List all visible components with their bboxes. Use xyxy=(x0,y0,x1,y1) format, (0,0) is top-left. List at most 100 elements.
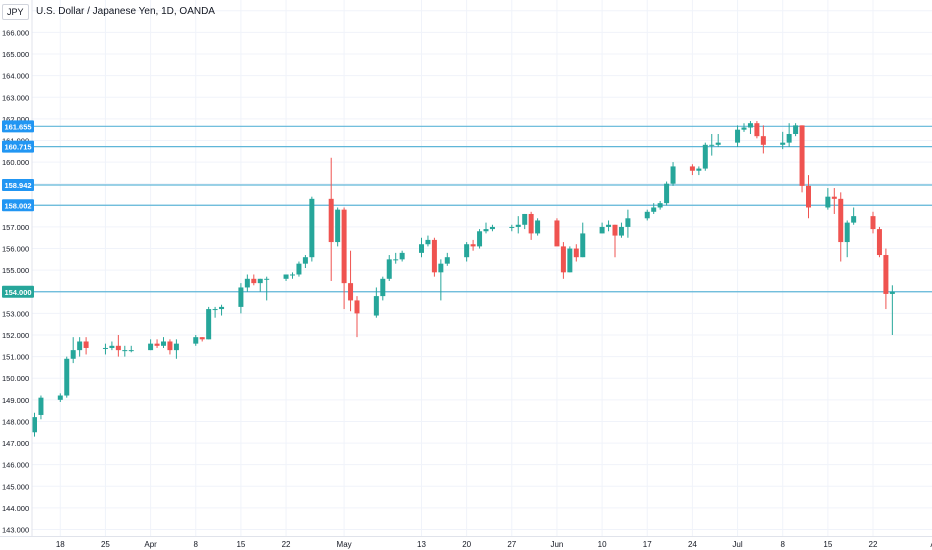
candle-body xyxy=(264,278,270,280)
candle xyxy=(528,211,534,240)
candle xyxy=(702,142,708,171)
candle xyxy=(102,343,108,355)
candle-body xyxy=(206,309,212,340)
y-tick-label: 147.000 xyxy=(2,439,29,448)
y-tick-label: 149.000 xyxy=(2,396,29,405)
candle xyxy=(32,412,37,437)
candle xyxy=(612,224,618,258)
candle-body xyxy=(296,263,302,275)
candle xyxy=(889,285,895,335)
candle xyxy=(464,242,470,262)
candle-body xyxy=(838,198,844,243)
level-price-badge xyxy=(2,140,34,153)
candle xyxy=(831,188,837,214)
candle-body xyxy=(328,198,334,243)
price-badges: 161.655 160.715 158.942 158.002 154.000 xyxy=(2,120,34,298)
candle-body xyxy=(335,209,341,243)
candle xyxy=(238,283,244,314)
candle-body xyxy=(38,397,44,415)
candle xyxy=(244,274,250,292)
candle-body xyxy=(780,142,786,145)
candle-body xyxy=(806,185,811,208)
level-price-label: 158.942 xyxy=(4,181,31,190)
y-tick-label: 160.000 xyxy=(2,158,29,167)
candle xyxy=(83,337,89,355)
candle xyxy=(257,278,263,292)
candle xyxy=(470,239,476,251)
candle-body xyxy=(844,222,850,243)
candle-body xyxy=(599,226,605,234)
candle-body xyxy=(883,255,889,294)
candle-body xyxy=(477,231,483,247)
candle xyxy=(251,274,257,286)
candle-body xyxy=(64,358,70,396)
candle-body xyxy=(876,229,882,256)
level-price-label: 161.655 xyxy=(4,122,31,131)
candle xyxy=(290,272,295,279)
x-tick-label: 25 xyxy=(101,540,110,549)
chart-header: JPY U.S. Dollar / Japanese Yen, 1D, OAND… xyxy=(0,0,932,22)
candle xyxy=(664,181,670,206)
candle xyxy=(786,123,792,147)
candle xyxy=(825,188,831,210)
candle xyxy=(64,356,70,398)
candle xyxy=(283,274,289,281)
candle-body xyxy=(283,274,289,279)
candle-body xyxy=(515,224,521,227)
candle-body xyxy=(464,244,470,258)
candle xyxy=(606,220,612,232)
candle-body xyxy=(825,196,831,208)
candle xyxy=(554,218,560,247)
candle-body xyxy=(341,209,347,284)
candle-body xyxy=(567,248,573,273)
candle xyxy=(870,211,876,234)
time-axis[interactable]: 18 25 Apr 8 15 22 May 13 20 27 Jun 10 17 24 Jul 8 15 22 Au… xyxy=(0,536,932,550)
candle xyxy=(483,222,489,234)
candle-body xyxy=(535,220,541,234)
candle-body xyxy=(354,300,360,314)
x-tick-label: 17 xyxy=(643,540,652,549)
y-tick-label: 148.000 xyxy=(2,417,29,426)
candle-body xyxy=(83,341,89,348)
level-price-badge xyxy=(2,178,34,191)
candle-body xyxy=(393,259,399,261)
candle-body xyxy=(754,123,760,137)
candle xyxy=(806,175,811,219)
candle-body xyxy=(70,350,76,359)
candle-body xyxy=(470,244,476,247)
candle xyxy=(309,196,315,262)
candle-body xyxy=(657,203,663,208)
x-tick-label: 22 xyxy=(869,540,878,549)
candle-body xyxy=(612,224,618,236)
last-price-label: 154.000 xyxy=(4,288,31,297)
y-tick-label: 157.000 xyxy=(2,223,29,232)
candle-body xyxy=(528,213,534,234)
candle xyxy=(573,244,579,262)
candle xyxy=(425,235,431,247)
candle xyxy=(709,134,715,156)
candle xyxy=(354,296,360,338)
candle xyxy=(883,248,889,310)
y-tick-label: 145.000 xyxy=(2,482,29,491)
candle-body xyxy=(625,218,631,227)
candle xyxy=(219,304,225,316)
candle-body xyxy=(302,257,308,264)
candle xyxy=(515,216,521,234)
candle xyxy=(657,201,663,210)
candle-body xyxy=(793,125,799,134)
symbol-badge[interactable]: JPY xyxy=(2,4,29,20)
y-tick-label: 165.000 xyxy=(2,50,29,59)
candle xyxy=(38,395,44,420)
x-tick-label: 8 xyxy=(194,540,199,549)
candle-body xyxy=(870,216,876,230)
candle-body xyxy=(489,226,495,230)
candle xyxy=(296,261,302,277)
candle-body xyxy=(199,337,205,340)
candle-body xyxy=(290,274,295,276)
candle-body xyxy=(554,220,560,247)
candle xyxy=(760,125,766,154)
candle-body xyxy=(173,343,179,351)
candle xyxy=(509,224,515,232)
candle-body xyxy=(444,257,450,264)
